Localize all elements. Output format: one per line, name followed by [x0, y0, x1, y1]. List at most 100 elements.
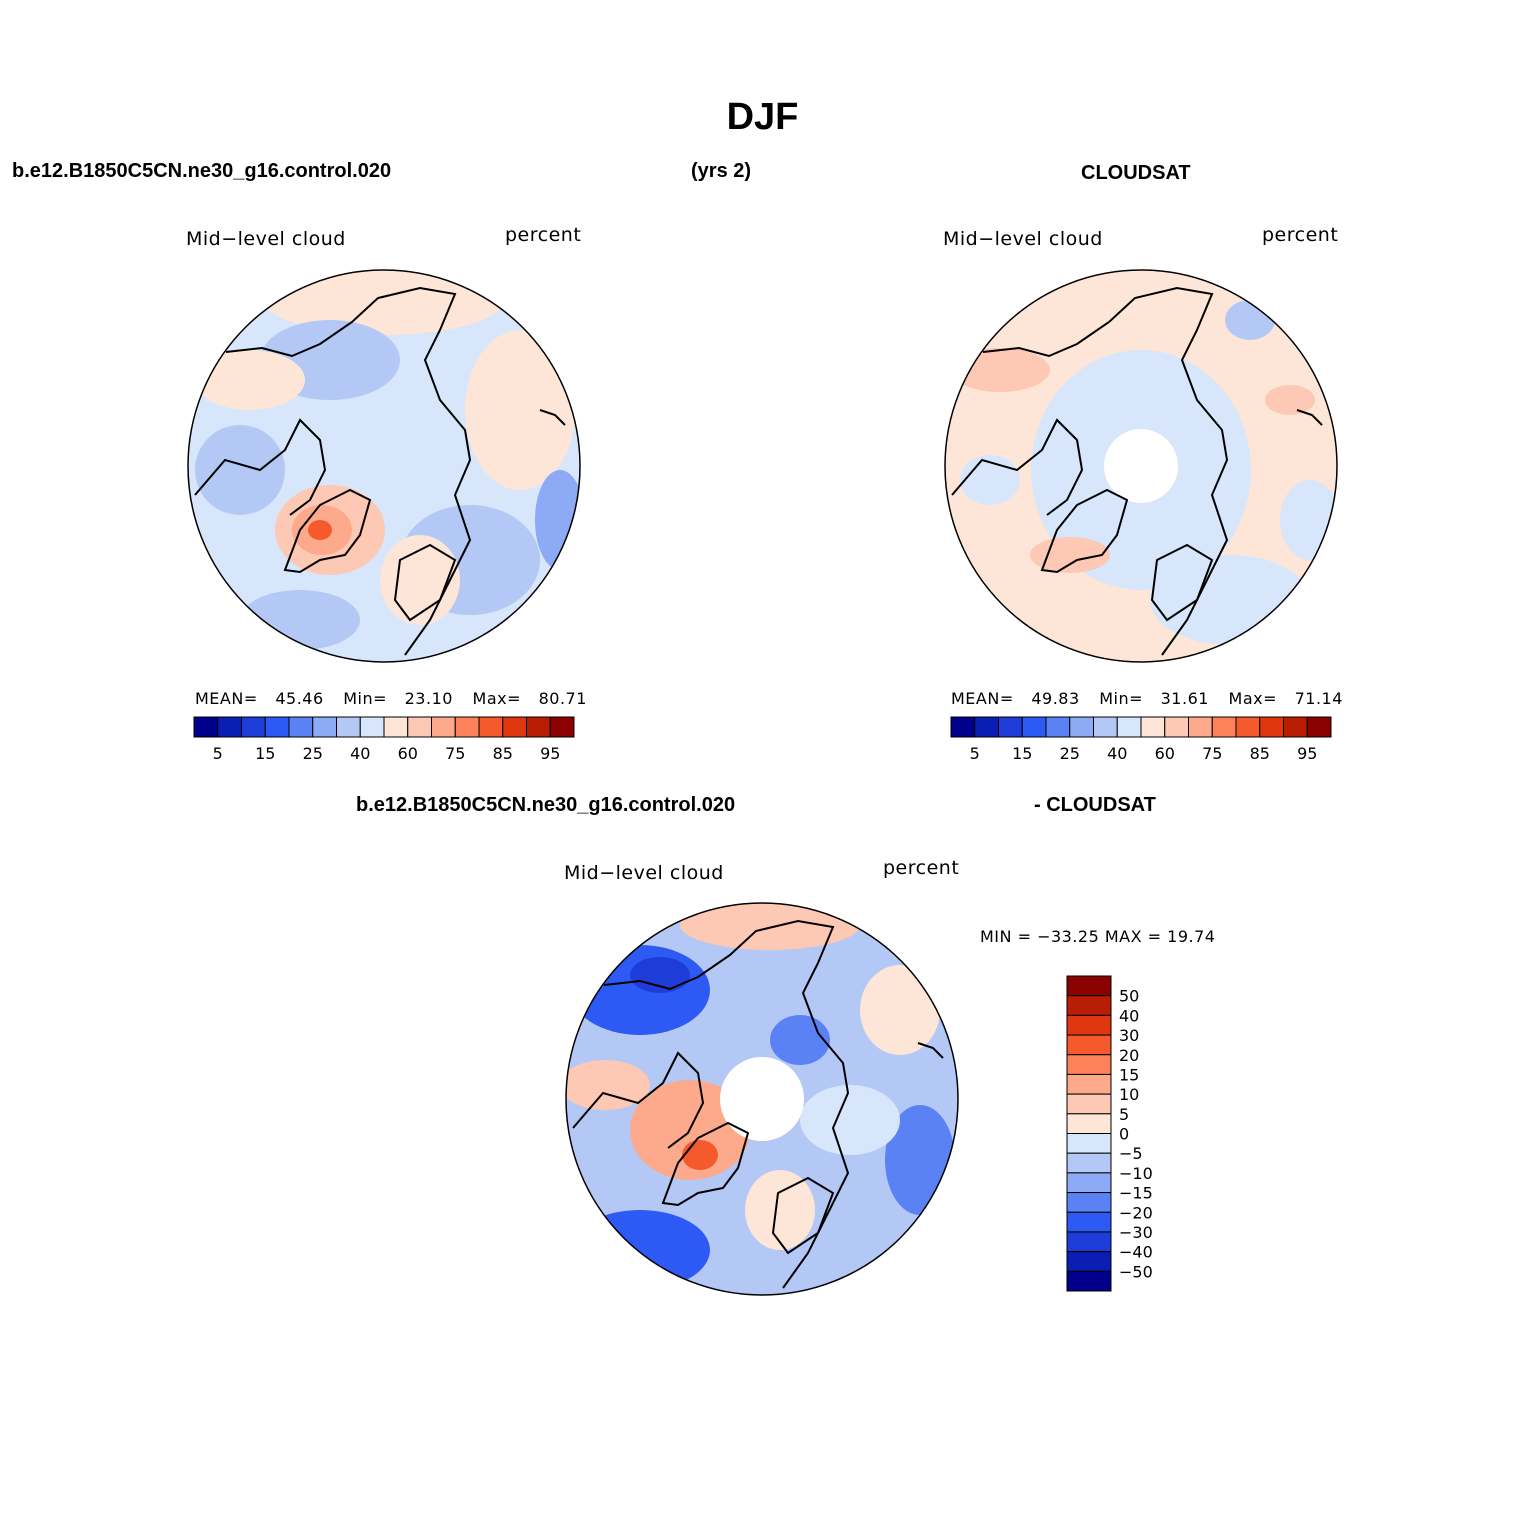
obs-colorbar-swatch	[974, 716, 999, 738]
model-max-value: 80.71	[538, 689, 587, 708]
diff-region-nw-min	[630, 957, 690, 993]
diff-coastlines	[572, 919, 944, 1289]
model-colorbar-tick-label: 15	[255, 744, 275, 763]
diff-variable-label: Mid−level cloud	[564, 862, 724, 884]
diff-region-europe	[745, 1170, 815, 1250]
diff-colorbar-tick-label: 10	[1119, 1085, 1139, 1104]
diff-colorbar-tick-label: 20	[1119, 1046, 1139, 1065]
diff-colorbar-swatch	[1066, 1211, 1112, 1233]
obs-variable-label: Mid−level cloud	[943, 228, 1103, 250]
model-region-greenland-peak	[308, 520, 332, 540]
obs-name-header: CLOUDSAT	[1081, 162, 1191, 184]
obs-region-nw	[950, 348, 1050, 392]
diff-case-header: b.e12.B1850C5CN.ne30_g16.control.020	[356, 794, 736, 816]
obs-map-border	[944, 269, 1338, 663]
model-colorbar-swatch	[549, 716, 575, 738]
diff-colorbar-swatch	[1066, 1270, 1112, 1292]
diff-colorbar-swatch	[1066, 975, 1112, 997]
model-map-border	[187, 269, 581, 663]
model-region-south	[240, 590, 360, 650]
diff-colorbar-tick-label: −10	[1119, 1164, 1153, 1183]
model-colorbar-swatch	[288, 716, 314, 738]
diff-region-central	[770, 1015, 830, 1065]
model-coastline-greenland	[283, 488, 372, 574]
case-name-header: b.e12.B1850C5CN.ne30_g16.control.020	[12, 160, 392, 182]
model-colorbar-swatch	[312, 716, 337, 738]
model-min-value: 23.10	[404, 689, 453, 708]
obs-coastline-greenland	[1040, 488, 1129, 574]
obs-colorbar-swatch	[1021, 716, 1047, 738]
diff-colorbar-swatch	[1066, 1054, 1112, 1075]
diff-region-east-neutral	[800, 1085, 900, 1155]
obs-units-label: percent	[1262, 224, 1339, 246]
diff-colorbar-swatch	[1066, 995, 1112, 1016]
diff-colorbar-swatch	[1066, 1093, 1112, 1115]
model-min-label: Min=	[343, 689, 388, 708]
obs-colorbar-swatch	[1283, 716, 1308, 738]
model-colorbar-tick-label: 40	[350, 744, 370, 763]
obs-colorbar-swatch	[1116, 716, 1142, 738]
obs-colorbar-tick-label: 40	[1107, 744, 1127, 763]
diff-colorbar-tick-label: 5	[1119, 1105, 1129, 1124]
diff-colorbar-tick-label: 40	[1119, 1006, 1139, 1025]
model-coastlines	[194, 286, 566, 656]
obs-colorbar-tick-label: 75	[1202, 744, 1222, 763]
model-region-pacific-north	[264, 270, 504, 335]
obs-colorbar-swatch	[1188, 716, 1213, 738]
model-coastline-kamchatka	[539, 409, 566, 426]
model-colorbar-swatch	[241, 716, 266, 738]
diff-region-north-positive	[680, 903, 860, 950]
obs-colorbar-tick-label: 5	[970, 744, 980, 763]
diff-colorbar-swatch	[1066, 1034, 1112, 1056]
obs-colorbar-swatch	[1069, 716, 1094, 738]
model-colorbar-swatch	[502, 716, 527, 738]
model-units-label: percent	[505, 224, 582, 246]
diff-region-ne-positive	[860, 965, 940, 1055]
model-colorbar-swatch	[431, 716, 456, 738]
model-coastline-north-america	[194, 418, 327, 516]
obs-coastline-scandinavia	[1150, 543, 1214, 622]
model-stats: MEAN= 45.46 Min= 23.10 Max= 80.71	[195, 689, 587, 708]
model-mean-value: 45.46	[275, 689, 324, 708]
model-colorbar-swatch	[407, 716, 432, 738]
model-region-west	[195, 425, 285, 515]
model-colorbar-swatch	[336, 716, 361, 738]
diff-colorbar-swatch	[1066, 1073, 1112, 1095]
diff-map	[565, 902, 959, 1296]
diff-obs-header: - CLOUDSAT	[1034, 794, 1156, 816]
obs-colorbar-swatch	[1211, 716, 1237, 738]
obs-stats: MEAN= 49.83 Min= 31.61 Max= 71.14	[951, 689, 1343, 708]
diff-region-south-negative	[570, 1210, 710, 1290]
model-colorbar: 5 15 25 40 60 75 85 95	[193, 716, 575, 763]
obs-polar-hole	[1104, 429, 1178, 503]
diff-colorbar-tick-label: −50	[1119, 1262, 1153, 1281]
obs-region-east-max	[1265, 385, 1315, 415]
diff-colorbar-swatch	[1066, 1251, 1112, 1272]
obs-mean-value: 49.83	[1031, 689, 1080, 708]
diff-colorbar-swatch	[1066, 1014, 1112, 1036]
obs-colorbar-swatch	[1306, 716, 1332, 738]
diff-colorbar-swatch	[1066, 1113, 1112, 1134]
obs-colorbar-swatch	[998, 716, 1023, 738]
model-colorbar-tick-label: 5	[213, 744, 223, 763]
model-colorbar-swatch	[217, 716, 242, 738]
diff-coastline-kamchatka	[917, 1042, 944, 1059]
model-colorbar-swatch	[478, 716, 504, 738]
obs-max-label: Max=	[1228, 689, 1278, 708]
diff-colorbar-swatch	[1066, 1192, 1112, 1213]
obs-min-value: 31.61	[1160, 689, 1209, 708]
model-colorbar-swatch	[454, 716, 480, 738]
diff-colorbar-swatch	[1066, 1133, 1112, 1154]
model-variable-label: Mid−level cloud	[186, 228, 346, 250]
diff-map-border	[565, 902, 959, 1296]
diff-polar-hole	[720, 1057, 804, 1141]
obs-region-se	[1150, 555, 1310, 645]
obs-colorbar-swatch	[1235, 716, 1261, 738]
diff-colorbar-tick-label: 0	[1119, 1125, 1129, 1144]
obs-colorbar-swatch	[1093, 716, 1118, 738]
figure-title: DJF	[726, 96, 799, 138]
diff-units-label: percent	[883, 857, 960, 879]
model-colorbar-tick-label: 95	[540, 744, 560, 763]
diff-colorbar-tick-label: 30	[1119, 1026, 1139, 1045]
